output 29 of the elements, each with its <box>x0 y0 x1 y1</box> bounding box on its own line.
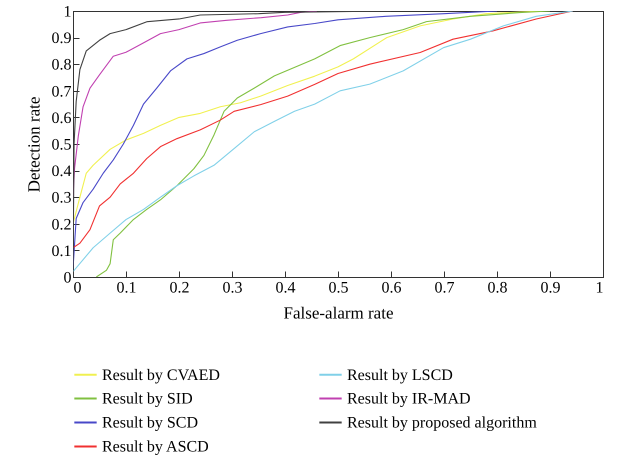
y-tick-label: 0.6 <box>52 110 72 127</box>
legend-label: Result by LSCD <box>347 366 453 384</box>
legend-label: Result by CVAED <box>102 366 220 384</box>
y-tick-label: 1 <box>64 4 72 20</box>
x-tick-label: 0.2 <box>170 280 190 296</box>
legend-label: Result by proposed algorithm <box>347 414 538 432</box>
x-tick-label: 0.4 <box>276 280 296 296</box>
legend-label: Result by IR-MAD <box>347 390 471 408</box>
x-tick-label: 0.9 <box>540 280 560 296</box>
x-tick-label: 0.5 <box>328 280 348 296</box>
legend-label: Result by ASCD <box>102 438 209 456</box>
x-tick-label: 0.3 <box>222 280 242 296</box>
y-tick-label: 0.7 <box>52 83 72 100</box>
y-tick-label: 0.2 <box>52 216 72 234</box>
y-tick-label: 0.4 <box>52 163 72 180</box>
legend-label: Result by SID <box>102 390 193 408</box>
x-tick-label: 0.6 <box>382 280 402 296</box>
y-tick-label: 0.9 <box>52 30 72 48</box>
x-tick-label: 0.7 <box>434 280 454 296</box>
y-axis-title: Detection rate <box>24 96 44 192</box>
y-tick-label: 0.1 <box>52 242 72 260</box>
x-tick-label: 1 <box>596 280 604 296</box>
y-tick-label: 0.5 <box>52 136 72 154</box>
x-tick-label: 0.1 <box>116 280 136 296</box>
legend-label: Result by SCD <box>102 414 198 432</box>
x-tick-label: 0.8 <box>488 280 508 296</box>
y-tick-label: 0.8 <box>52 56 72 74</box>
x-axis-title: False-alarm rate <box>284 304 394 322</box>
y-tick-label: 0.3 <box>52 190 72 207</box>
